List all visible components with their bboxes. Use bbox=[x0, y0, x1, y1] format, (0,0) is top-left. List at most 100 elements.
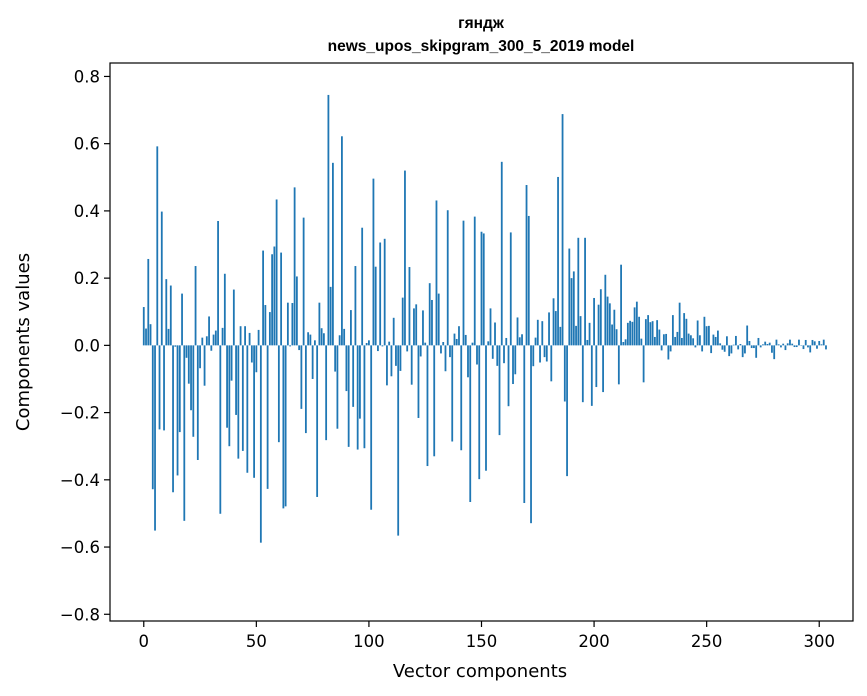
bar-248 bbox=[701, 345, 704, 352]
bar-61 bbox=[280, 252, 283, 346]
bar-164 bbox=[512, 345, 514, 385]
bar-278 bbox=[768, 342, 771, 346]
bar-296 bbox=[809, 345, 812, 353]
bar-279 bbox=[771, 345, 773, 353]
bar-289 bbox=[793, 345, 796, 348]
bar-14 bbox=[174, 345, 177, 347]
bar-297 bbox=[811, 339, 814, 346]
bar-237 bbox=[676, 331, 679, 346]
bar-290 bbox=[795, 345, 798, 348]
bar-214 bbox=[624, 339, 627, 346]
bar-37 bbox=[226, 345, 228, 428]
bar-245 bbox=[694, 345, 697, 348]
bar-60 bbox=[277, 345, 280, 443]
bar-48 bbox=[250, 345, 253, 363]
bar-86 bbox=[336, 345, 339, 429]
y-tick-label-4: 0.0 bbox=[74, 336, 100, 355]
bar-200 bbox=[593, 297, 595, 346]
bar-5 bbox=[154, 345, 156, 531]
bar-282 bbox=[777, 344, 780, 346]
bar-217 bbox=[631, 321, 634, 346]
bar-122 bbox=[417, 345, 420, 418]
bar-269 bbox=[748, 340, 751, 346]
bar-70 bbox=[300, 345, 303, 409]
bar-249 bbox=[703, 316, 706, 346]
bar-135 bbox=[446, 210, 449, 346]
bar-182 bbox=[552, 298, 555, 346]
bar-101 bbox=[370, 345, 373, 510]
bar-216 bbox=[629, 320, 631, 346]
y-tick-label-3: 0.2 bbox=[74, 269, 100, 288]
bar-261 bbox=[730, 345, 733, 354]
bar-227 bbox=[653, 336, 656, 346]
bar-156 bbox=[494, 322, 496, 346]
bar-203 bbox=[599, 289, 602, 346]
bar-141 bbox=[460, 345, 463, 451]
bar-112 bbox=[395, 345, 397, 366]
bar-281 bbox=[775, 339, 778, 346]
bar-28 bbox=[205, 336, 208, 346]
bar-106 bbox=[381, 345, 384, 347]
bar-159 bbox=[500, 161, 503, 346]
bar-130 bbox=[435, 200, 438, 346]
bar-194 bbox=[579, 316, 582, 346]
bar-139 bbox=[455, 338, 458, 346]
bar-136 bbox=[449, 345, 451, 358]
bar-265 bbox=[739, 344, 742, 346]
bar-263 bbox=[735, 335, 737, 346]
bar-192 bbox=[575, 325, 577, 346]
bar-149 bbox=[478, 345, 481, 480]
bar-239 bbox=[680, 337, 683, 346]
bar-225 bbox=[649, 322, 652, 346]
bar-226 bbox=[651, 321, 654, 346]
bar-89 bbox=[343, 328, 346, 346]
bar-10 bbox=[165, 279, 168, 346]
bar-212 bbox=[620, 264, 622, 346]
bar-21 bbox=[190, 345, 192, 411]
bar-293 bbox=[802, 345, 805, 350]
bar-185 bbox=[559, 326, 562, 346]
bar-109 bbox=[388, 341, 391, 346]
bar-11 bbox=[167, 328, 170, 346]
bar-236 bbox=[674, 336, 677, 346]
bar-103 bbox=[374, 266, 377, 346]
bar-63 bbox=[284, 345, 287, 507]
bar-277 bbox=[766, 344, 769, 346]
bar-152 bbox=[485, 345, 487, 471]
bar-67 bbox=[293, 187, 296, 346]
bar-229 bbox=[658, 329, 661, 346]
bar-16 bbox=[178, 345, 181, 433]
bar-283 bbox=[780, 345, 782, 348]
bar-158 bbox=[498, 345, 501, 436]
bar-262 bbox=[732, 344, 735, 346]
bar-110 bbox=[390, 345, 393, 377]
bar-266 bbox=[741, 345, 744, 358]
bar-96 bbox=[359, 345, 361, 419]
bar-66 bbox=[291, 303, 294, 346]
bar-129 bbox=[433, 345, 436, 457]
axes-layer: 0.8 0.6 0.4 0.2 0.0 −0.2 −0.4 −0.6 −0.8 0 50 100 150… bbox=[60, 62, 854, 651]
bar-65 bbox=[289, 345, 292, 347]
bar-155 bbox=[491, 345, 494, 359]
bar-91 bbox=[347, 345, 350, 447]
bar-47 bbox=[248, 332, 251, 346]
bar-30 bbox=[210, 345, 213, 351]
bar-83 bbox=[329, 286, 332, 346]
bar-54 bbox=[264, 305, 267, 346]
bar-58 bbox=[273, 246, 276, 346]
bar-39 bbox=[230, 345, 233, 381]
bar-255 bbox=[717, 330, 719, 346]
bar-120 bbox=[413, 308, 415, 346]
bar-121 bbox=[415, 304, 418, 346]
bar-196 bbox=[584, 237, 586, 346]
bar-46 bbox=[246, 345, 249, 473]
bar-230 bbox=[660, 345, 663, 351]
bar-273 bbox=[757, 337, 760, 346]
bar-199 bbox=[590, 345, 593, 406]
bar-270 bbox=[750, 345, 753, 349]
bar-100 bbox=[368, 340, 370, 346]
bar-102 bbox=[372, 178, 375, 346]
bar-97 bbox=[361, 227, 364, 346]
bar-184 bbox=[557, 176, 559, 346]
